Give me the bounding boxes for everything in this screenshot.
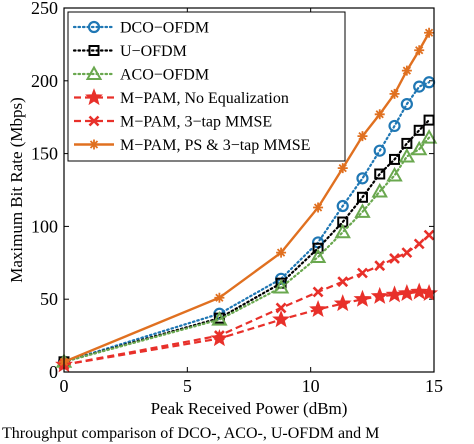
y-tick-label: 200 xyxy=(31,71,58,91)
data-point xyxy=(389,253,400,264)
data-point xyxy=(424,27,435,38)
data-point xyxy=(356,172,369,185)
data-point xyxy=(401,247,413,259)
y-axis-label: Maximum Bit Rate (Mbps) xyxy=(7,97,26,283)
legend: DCO−OFDM U−OFDM ACO−OFDM M−PAM, No Equaliza… xyxy=(67,11,346,162)
series-1 xyxy=(58,114,435,368)
series-line xyxy=(62,136,431,363)
legend-entry: M−PAM, PS & 3−tap MMSE xyxy=(74,137,310,154)
data-point xyxy=(374,109,385,120)
x-tick-label: 15 xyxy=(425,376,443,396)
x-tick-label: 10 xyxy=(302,376,320,396)
data-point xyxy=(370,286,389,304)
legend-entry: U−OFDM xyxy=(72,43,187,60)
series-layer xyxy=(55,27,439,373)
plot-frame xyxy=(63,7,435,373)
data-point xyxy=(336,199,349,213)
legend-entry: M−PAM, 3−tap MMSE xyxy=(74,114,272,131)
data-point xyxy=(410,282,429,300)
data-point xyxy=(374,168,386,180)
data-point xyxy=(420,283,439,301)
data-point xyxy=(389,88,400,99)
data-point xyxy=(357,131,368,142)
data-point xyxy=(357,267,368,279)
series-line xyxy=(62,81,431,363)
series-5 xyxy=(59,27,435,367)
chart: 0 50 100 150 200 250 0 5 10 15 DCO−OFDM U−OFDM ACO… xyxy=(7,0,443,418)
legend-label: M−PAM, 3−tap MMSE xyxy=(120,114,272,131)
data-point xyxy=(272,310,291,328)
x-tick-label: 5 xyxy=(183,376,192,396)
data-point xyxy=(337,163,348,174)
legend-box xyxy=(67,11,346,162)
data-point xyxy=(401,65,412,76)
data-point xyxy=(356,191,368,203)
figure-caption: Throughput comparison of DCO-, ACO-, U-O… xyxy=(2,425,380,442)
y-tick-label: 150 xyxy=(31,144,58,164)
legend-marker xyxy=(85,65,103,80)
data-point xyxy=(400,97,413,111)
y-tick-label: 100 xyxy=(31,216,58,236)
data-point xyxy=(353,289,372,307)
legend-marker xyxy=(85,88,103,106)
data-point xyxy=(354,203,371,218)
data-point xyxy=(401,137,413,149)
data-point xyxy=(398,147,416,163)
data-point xyxy=(389,153,401,165)
y-tick-label: 50 xyxy=(40,289,58,309)
legend-label: DCO−OFDM xyxy=(120,20,209,37)
data-point xyxy=(414,45,425,56)
data-point xyxy=(374,260,386,272)
y-axis: 0 50 100 150 200 250 xyxy=(31,0,434,382)
data-point xyxy=(423,229,435,241)
x-axis-label: Peak Received Power (dBm) xyxy=(151,399,348,418)
legend-label: ACO−OFDM xyxy=(120,67,209,84)
data-point xyxy=(210,329,229,347)
data-point xyxy=(413,124,425,136)
data-point xyxy=(312,286,324,298)
data-point xyxy=(309,299,328,317)
data-point xyxy=(420,129,438,144)
data-point xyxy=(413,238,425,250)
data-point xyxy=(276,247,287,258)
x-axis: 0 5 10 15 xyxy=(60,8,443,396)
data-point xyxy=(371,182,388,198)
data-point xyxy=(211,311,228,326)
data-point xyxy=(313,202,324,213)
legend-marker xyxy=(87,20,101,34)
data-point xyxy=(334,223,351,239)
x-tick-label: 0 xyxy=(60,376,69,396)
data-point xyxy=(309,248,327,263)
legend-marker xyxy=(88,45,100,56)
legend-marker xyxy=(89,139,99,150)
data-point xyxy=(386,166,403,182)
data-point xyxy=(410,140,428,156)
data-point xyxy=(337,276,349,288)
data-point xyxy=(272,279,290,294)
data-point xyxy=(413,80,426,93)
y-tick-label: 250 xyxy=(31,0,58,18)
data-point xyxy=(312,242,324,254)
legend-entry: DCO−OFDM xyxy=(72,20,209,37)
y-tick-label: 0 xyxy=(49,362,58,382)
data-point xyxy=(333,294,352,312)
data-point xyxy=(213,330,225,342)
legend-label: U−OFDM xyxy=(120,43,187,60)
legend-label: M−PAM, PS & 3−tap MMSE xyxy=(120,137,310,154)
legend-entry: ACO−OFDM xyxy=(72,65,209,84)
data-point xyxy=(373,144,386,157)
data-point xyxy=(214,292,225,303)
data-point xyxy=(275,302,287,314)
legend-marker xyxy=(88,115,100,127)
legend-entry: M−PAM, No Equalization xyxy=(74,88,289,107)
data-point xyxy=(388,119,401,133)
legend-label: M−PAM, No Equalization xyxy=(120,90,289,107)
